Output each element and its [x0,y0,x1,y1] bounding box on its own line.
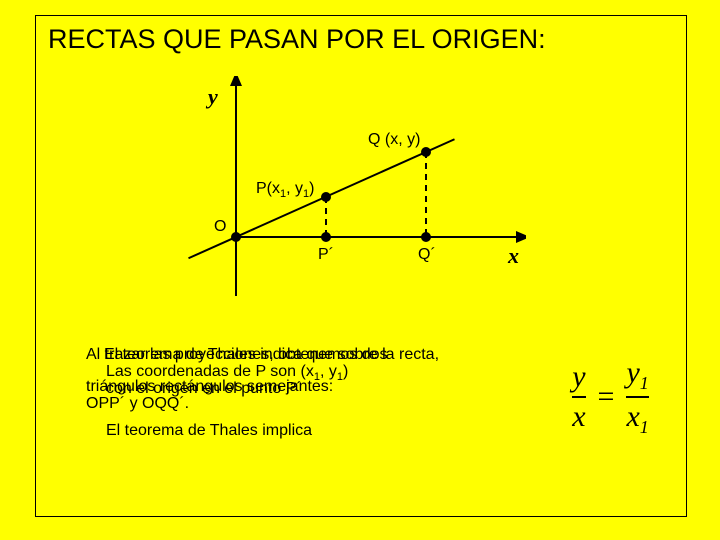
point-P [321,192,331,202]
label-Q: Q (x, y) [368,131,420,148]
ratio-y: y [572,360,585,394]
point-O [231,232,241,242]
ratio-y1: y1 [626,356,648,394]
coordinate-diagram: y x O P´ Q´ Q (x, y) P(x1, y1) [146,76,526,306]
ratio-x: x [572,400,585,434]
label-P-prime: P´ [318,246,334,263]
y-axis-label: y [205,84,218,109]
slide-title: RECTAS QUE PASAN POR EL ORIGEN: [48,24,546,55]
body-text: Al trazar las proyecciones, obtenemos do… [86,346,506,439]
point-P-prime [321,232,331,242]
ratio-equation: y x = y1 x1 [563,356,658,438]
slide-frame: RECTAS QUE PASAN POR EL ORIGEN: y x [35,15,687,517]
point-Q [421,147,431,157]
equals-sign: = [592,356,621,438]
label-Q-prime: Q´ [418,246,436,263]
label-O: O [214,218,226,235]
ratio-x1: x1 [626,400,648,438]
label-P: P(x1, y1) [256,180,314,200]
point-Q-prime [421,232,431,242]
x-axis-label: x [507,243,519,268]
